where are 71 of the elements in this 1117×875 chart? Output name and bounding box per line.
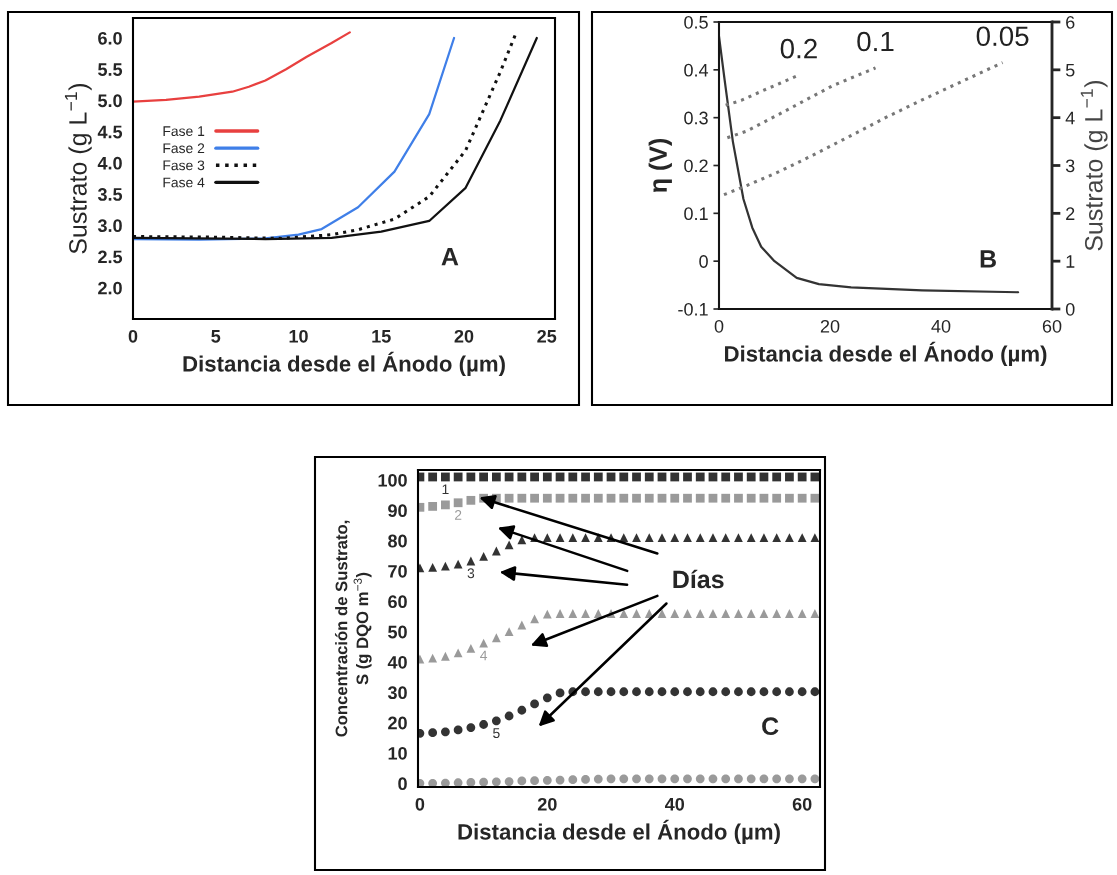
y-tick-label: 0.5 <box>684 15 708 29</box>
y-tick-label: 0 <box>398 777 407 791</box>
y-axis-title: Concentración de Sustrato, S (g DQO m$^{−3}$) <box>334 520 372 737</box>
x-tick-label: 20 <box>820 319 840 333</box>
y-tick-label: 6.0 <box>98 31 122 45</box>
y-tick-label: 40 <box>387 655 407 669</box>
y-tick-label: 4.5 <box>97 125 123 139</box>
x-tick-label: 40 <box>931 319 951 333</box>
x-tick-label: 20 <box>454 329 474 343</box>
y-tick-label: 3.0 <box>97 219 122 233</box>
y2-tick-label: 2 <box>1066 207 1075 220</box>
x-tick-label: 20 <box>537 797 557 811</box>
annotation: C <box>762 717 779 736</box>
y2-tick-label: 4 <box>1065 111 1075 125</box>
y-tick-label: 4.0 <box>97 156 122 170</box>
y-axis-title: η (V) <box>648 138 672 192</box>
y-tick-label: 3.5 <box>97 188 123 201</box>
x-tick-label: 40 <box>664 797 685 811</box>
annotation: A <box>441 248 459 266</box>
x-tick-label: 0 <box>415 797 425 811</box>
y-axis-title: Sustrato (g L$^{−1}$) <box>64 83 92 254</box>
x-tick-label: 5 <box>211 330 221 343</box>
y-tick-label: 60 <box>388 595 407 609</box>
x-tick-label: 15 <box>372 330 391 343</box>
y-tick-label: 70 <box>388 564 407 578</box>
y2-tick-label: 3 <box>1065 159 1075 173</box>
y2-tick-label: 0 <box>1065 302 1075 316</box>
x-tick-label: 0 <box>714 319 724 333</box>
y-tick-label: 2.0 <box>98 281 122 295</box>
y2-axis-title: Sustrato (g L$^{−1}$) <box>1080 80 1108 251</box>
y-tick-label: 30 <box>387 686 407 700</box>
x-axis-title: Distancia desde el Ánodo (µm) <box>458 819 780 845</box>
x-tick-label: 25 <box>537 329 557 343</box>
annotation: B <box>980 250 996 268</box>
x-axis-title: Distancia desde el Ánodo (µm) <box>725 341 1047 367</box>
x-axis-title: Distancia desde el Ánodo (µm) <box>183 351 505 377</box>
y-tick-label: 10 <box>388 746 407 760</box>
y-tick-label: 0.4 <box>684 63 709 77</box>
series-label: 3 <box>467 568 475 579</box>
series-label: 0.1 <box>857 31 894 52</box>
y-tick-label: 2.5 <box>98 250 123 264</box>
y-tick-label: 90 <box>388 504 407 518</box>
legend-label: Fase 1 <box>163 126 205 137</box>
y-tick-label: 100 <box>378 473 407 487</box>
y-tick-label: 0.2 <box>684 159 708 173</box>
y-tick-label: 5.5 <box>98 63 123 76</box>
series-label: 0.2 <box>780 38 817 59</box>
series-label: 5 <box>493 728 500 739</box>
series-label: 1 <box>442 484 449 494</box>
legend-label: Fase 3 <box>163 160 205 171</box>
series-label: 4 <box>480 650 488 661</box>
series-label: 2 <box>454 510 462 520</box>
y-tick-label: 20 <box>388 716 407 730</box>
y-tick-label: 80 <box>388 534 407 548</box>
x-tick-label: 10 <box>289 329 308 343</box>
x-tick-label: 0 <box>128 329 138 343</box>
legend-label: Fase 2 <box>163 143 205 154</box>
y-tick-label: -0.1 <box>678 302 708 316</box>
y2-tick-label: 6 <box>1066 15 1075 29</box>
annotation: Días <box>673 569 724 589</box>
legend-label: Fase 4 <box>163 177 205 188</box>
series-label: 0.05 <box>976 26 1029 47</box>
y2-tick-label: 5 <box>1065 63 1075 77</box>
x-tick-label: 60 <box>792 797 812 811</box>
x-tick-label: 60 <box>1042 319 1062 333</box>
y-tick-label: 50 <box>388 625 407 639</box>
y2-tick-label: 1 <box>1066 255 1075 268</box>
y-tick-label: 0.1 <box>684 207 708 221</box>
y-tick-label: 5.0 <box>98 94 122 108</box>
y-tick-label: 0 <box>699 255 708 268</box>
y-tick-label: 0.3 <box>684 111 708 125</box>
